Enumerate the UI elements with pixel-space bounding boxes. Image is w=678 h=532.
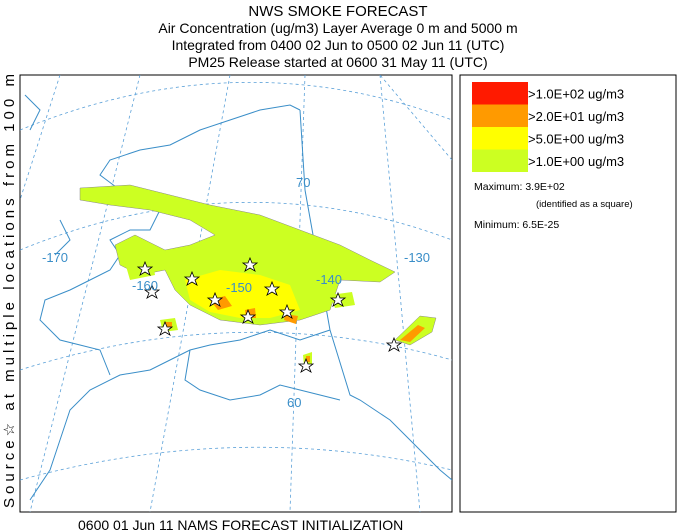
- subtitle: Integrated from 0400 02 Jun to 0500 02 J…: [172, 37, 505, 53]
- legend-swatch: [472, 104, 528, 127]
- side-label: Source☆ at multiple locations from 100 m: [1, 74, 18, 508]
- legend-label: >5.0E+00 ug/m3: [528, 131, 624, 146]
- maximum: Maximum: 3.9E+02: [474, 181, 565, 193]
- title: NWS SMOKE FORECAST: [248, 3, 427, 20]
- map-label: -170: [42, 250, 68, 265]
- map-label: 70: [296, 175, 310, 190]
- map-label: -150: [226, 280, 252, 295]
- minimum: Minimum: 6.5E-25: [474, 219, 559, 231]
- legend: Maximum: 3.9E+02 (identified as a square…: [459, 74, 677, 513]
- map-label: -130: [404, 250, 430, 265]
- graticule: [20, 81, 452, 481]
- legend-swatch: [472, 82, 528, 105]
- subtitle: Air Concentration (ug/m3) Layer Average …: [158, 20, 517, 36]
- footer: 0600 01 Jun 11 NAMS FORECAST INITIALIZAT…: [78, 517, 403, 532]
- coastline: [24, 94, 452, 501]
- legend-frame: [459, 74, 677, 513]
- smoke-plume: [79, 184, 437, 366]
- source-markers: [136, 256, 403, 373]
- subtitle: PM25 Release started at 0600 31 May 11 (…: [188, 54, 487, 70]
- legend-label: >2.0E+01 ug/m3: [528, 109, 624, 124]
- maximum-note: (identified as a square): [536, 199, 633, 210]
- map-label: 60: [287, 395, 301, 410]
- legend-label: >1.0E+02 ug/m3: [528, 86, 624, 101]
- map-label: -140: [316, 272, 342, 287]
- map: 70 -170 -160 -150 -140 -130 60: [19, 74, 453, 513]
- legend-swatch: [472, 127, 528, 150]
- legend-label: >1.0E+00 ug/m3: [528, 154, 624, 169]
- map-label: -160: [132, 278, 158, 293]
- legend-swatch: [472, 149, 528, 172]
